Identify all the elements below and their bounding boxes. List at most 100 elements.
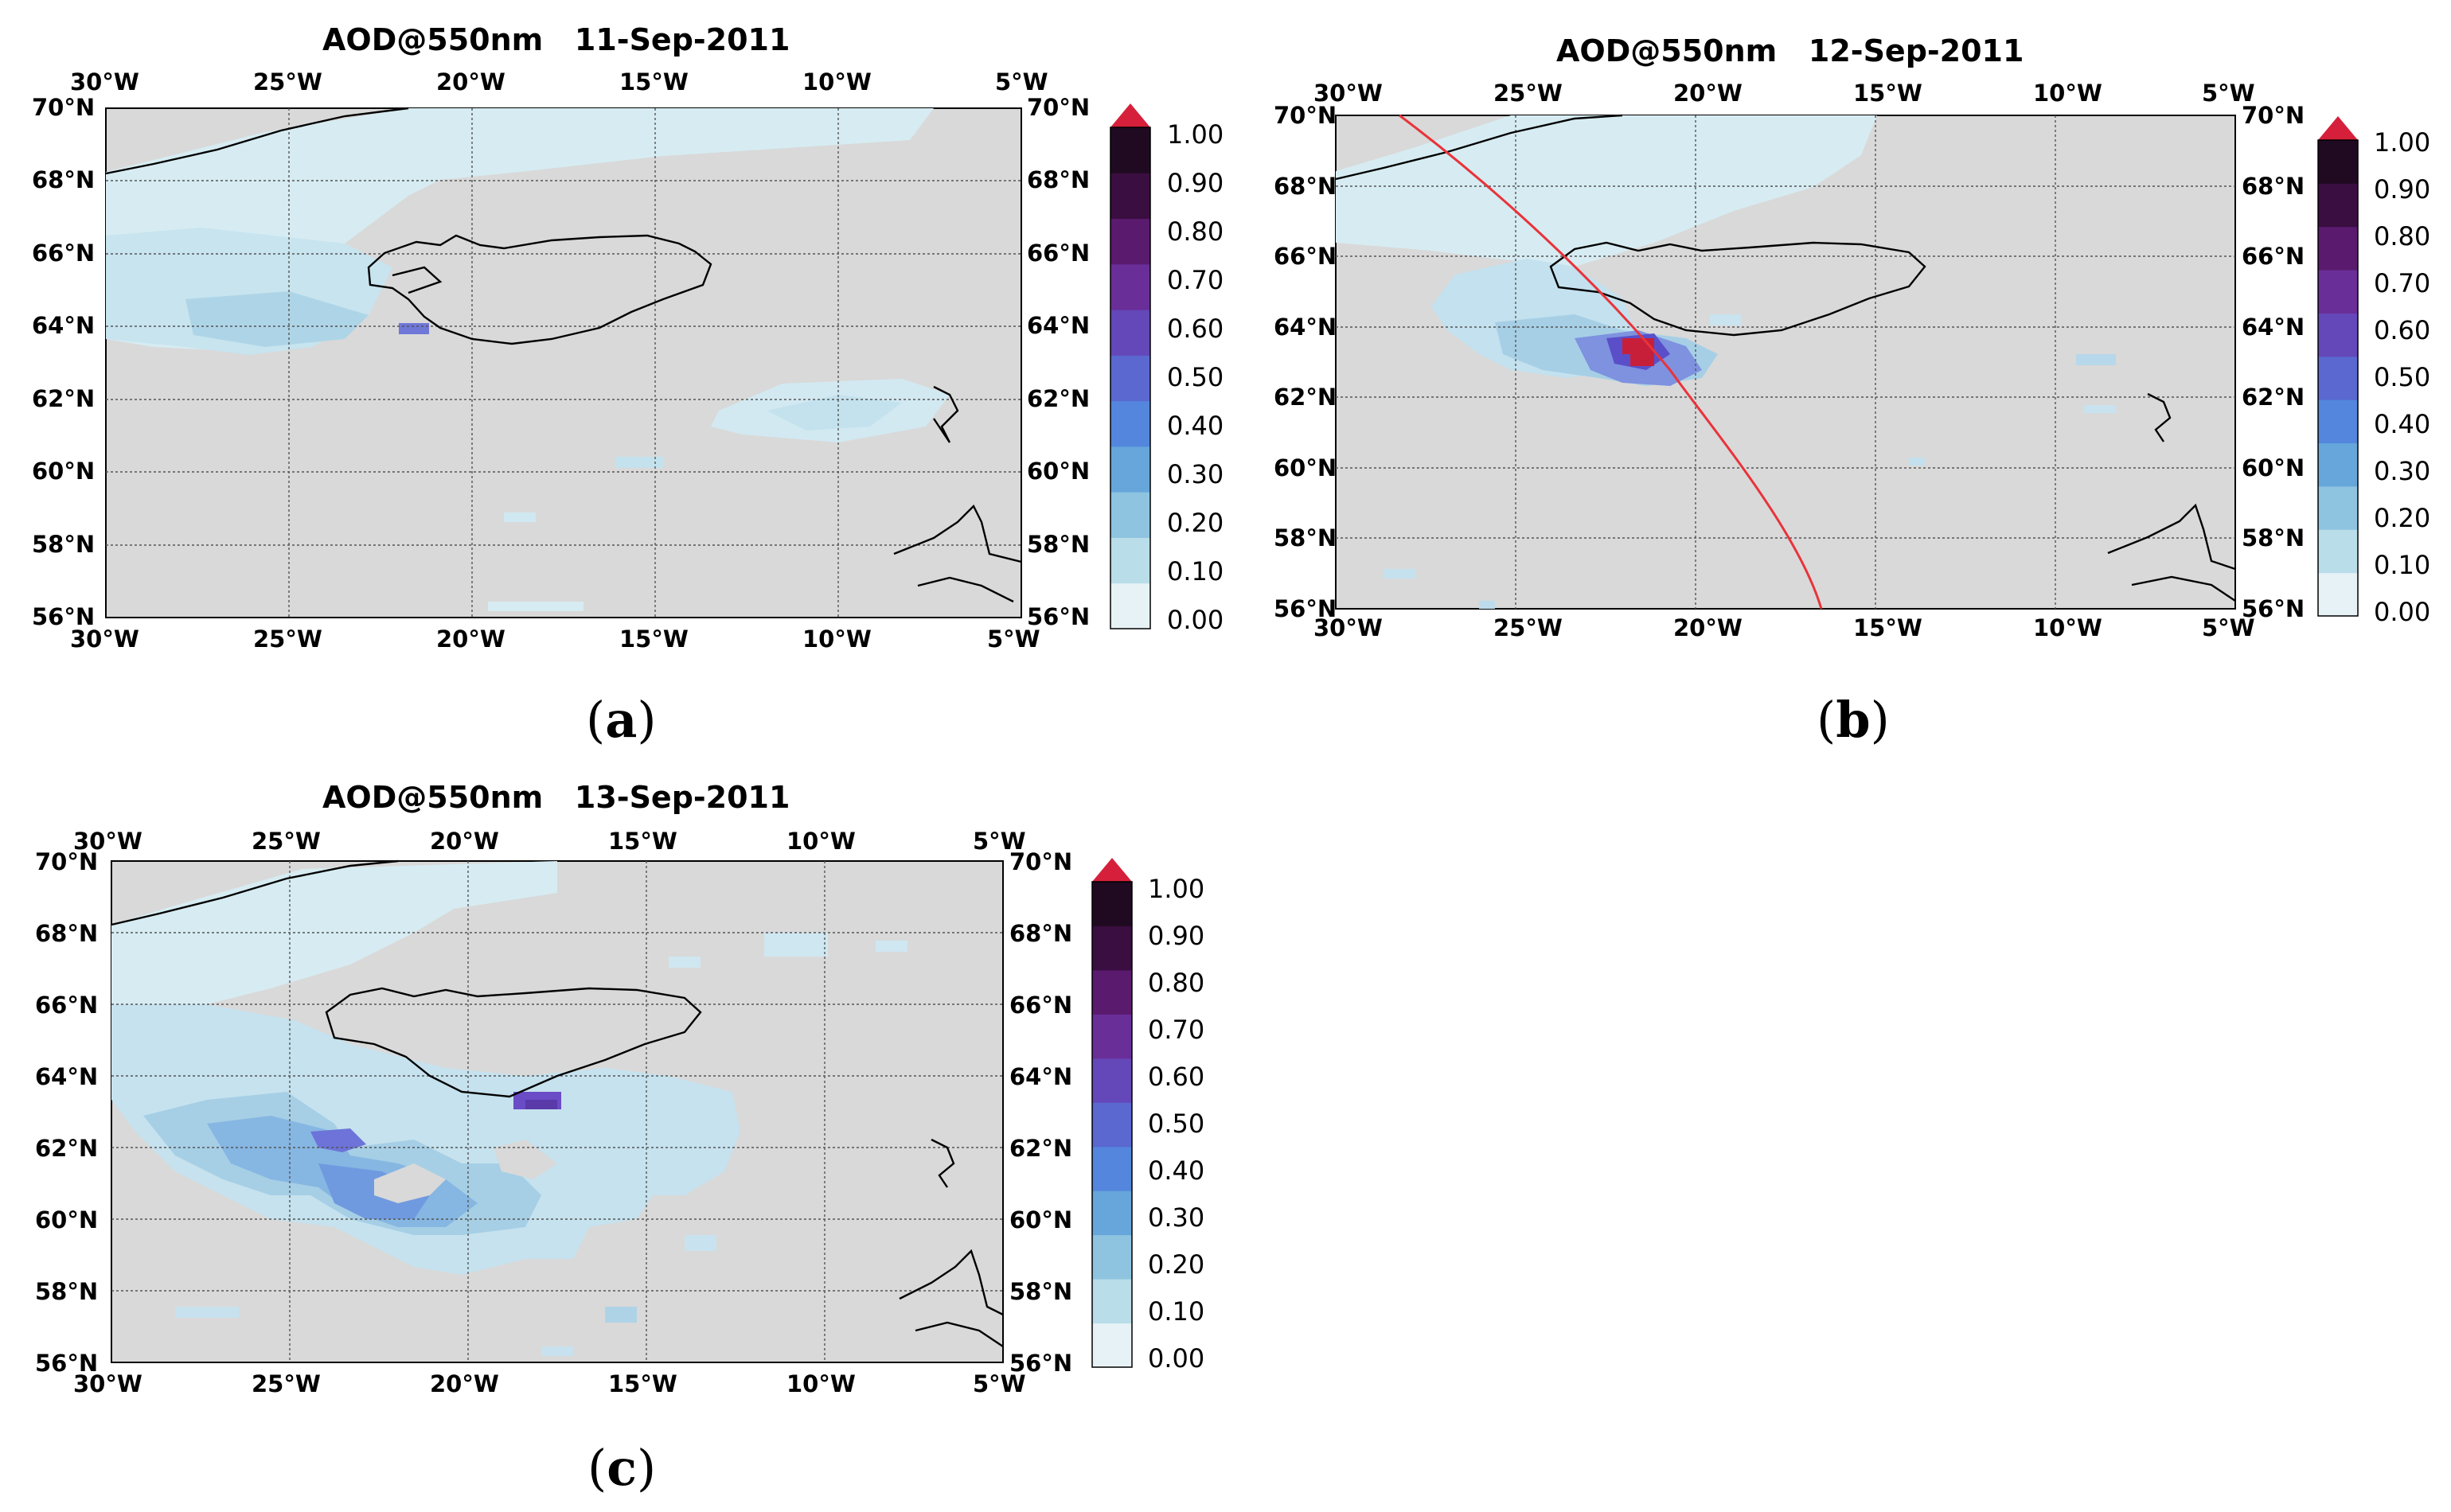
colorbar-band (1092, 926, 1132, 971)
left-lat-label: 70°N (35, 848, 99, 875)
right-lat-label: 56°N (1027, 603, 1091, 630)
left-lat-label: 62°N (1274, 384, 1337, 411)
right-lat-label: 66°N (1009, 992, 1073, 1019)
top-lon-label: 25°W (253, 68, 322, 95)
colorbar-tick: 1.00 (1148, 874, 1205, 904)
colorbar-tick: 0.50 (1148, 1109, 1205, 1139)
top-lon-label: 30°W (70, 68, 139, 95)
colorbar-band (2318, 572, 2358, 617)
right-lat-label: 68°N (1027, 166, 1091, 193)
top-lon-label: 10°W (802, 68, 872, 95)
bottom-lon-label: 10°W (802, 625, 872, 653)
top-lon-label: 25°W (252, 828, 321, 855)
right-lat-label: 60°N (1009, 1206, 1073, 1233)
top-lon-label: 15°W (1853, 80, 1922, 107)
right-lat-label: 64°N (1009, 1063, 1073, 1090)
colorbar-tick: 0.60 (1167, 314, 1224, 344)
left-lat-label: 60°N (32, 458, 96, 485)
bottom-lon-label: 20°W (1673, 614, 1743, 641)
colorbar-extend-triangle (1110, 103, 1150, 127)
right-lat-label: 68°N (2242, 173, 2305, 200)
colorbar-band (1092, 1234, 1132, 1280)
bottom-lon-label: 25°W (252, 1370, 321, 1397)
top-lon-label: 25°W (1493, 80, 1563, 107)
colorbar-band (1092, 1146, 1132, 1191)
right-lat-label: 62°N (2242, 384, 2305, 411)
bottom-lon-label: 5°W (2202, 614, 2255, 641)
colorbar-tick: 0.80 (1148, 968, 1205, 998)
colorbar-band (1092, 1323, 1132, 1368)
colorbar-band (2318, 140, 2358, 184)
map-c (111, 859, 1004, 1363)
panel-title: AOD@550nm 11-Sep-2011 (322, 22, 790, 57)
colorbar-border (2317, 139, 2359, 617)
colorbar-band (2318, 485, 2358, 530)
colorbar-tick: 0.10 (2374, 550, 2431, 580)
left-lat-label: 64°N (1274, 314, 1337, 341)
colorbar-band (2318, 183, 2358, 228)
right-lat-label: 60°N (2242, 454, 2305, 481)
left-lat-label: 68°N (1274, 173, 1337, 200)
caption-letter: b (1836, 691, 1871, 749)
top-lon-label: 10°W (786, 828, 856, 855)
bottom-lon-label: 5°W (973, 1370, 1026, 1397)
left-lat-label: 58°N (1274, 524, 1337, 551)
colorbar (1091, 858, 1133, 1368)
colorbar-tick: 0.90 (1148, 921, 1205, 951)
colorbar-band (2318, 529, 2358, 574)
colorbar-band (1110, 400, 1150, 447)
right-lat-label: 60°N (1027, 458, 1091, 485)
colorbar-band (2318, 270, 2358, 314)
colorbar-tick: 0.40 (1167, 411, 1224, 441)
left-lat-label: 56°N (32, 603, 96, 630)
left-lat-label: 60°N (1274, 454, 1337, 481)
left-lat-label: 62°N (32, 385, 96, 412)
right-lat-label: 64°N (2242, 314, 2305, 341)
bottom-lon-label: 30°W (73, 1370, 142, 1397)
bottom-lon-label: 15°W (619, 625, 689, 653)
colorbar-tick: 0.70 (2374, 268, 2431, 298)
bottom-lon-label: 5°W (987, 625, 1040, 653)
left-lat-label: 68°N (35, 920, 99, 947)
right-lat-label: 62°N (1009, 1135, 1073, 1162)
top-lon-label: 5°W (973, 828, 1026, 855)
colorbar-tick: 0.10 (1148, 1296, 1205, 1327)
colorbar-band (1110, 173, 1150, 220)
colorbar-border (1091, 881, 1133, 1368)
right-lat-label: 70°N (1009, 848, 1073, 875)
colorbar-band (1110, 492, 1150, 538)
colorbar-tick: 0.80 (2374, 221, 2431, 251)
colorbar-tick: 0.30 (1167, 459, 1224, 489)
colorbar-tick: 0.00 (2374, 597, 2431, 627)
top-lon-label: 20°W (1673, 80, 1743, 107)
top-lon-label: 20°W (430, 828, 499, 855)
colorbar-band (2318, 442, 2358, 487)
bottom-lon-label: 25°W (253, 625, 322, 653)
top-lon-label: 30°W (1313, 80, 1383, 107)
left-lat-label: 58°N (32, 531, 96, 558)
colorbar (2317, 116, 2359, 617)
colorbar-extend-triangle (1092, 858, 1132, 882)
colorbar-tick: 0.70 (1167, 265, 1224, 295)
colorbar-tick: 0.50 (1167, 362, 1224, 392)
right-lat-label: 62°N (1027, 385, 1091, 412)
bottom-lon-label: 30°W (70, 625, 139, 653)
right-lat-label: 68°N (1009, 920, 1073, 947)
colorbar-tick: 0.50 (2374, 362, 2431, 392)
colorbar-tick: 0.90 (2374, 174, 2431, 205)
colorbar-band (1110, 310, 1150, 356)
colorbar-band (1110, 263, 1150, 310)
colorbar-tick: 0.40 (2374, 409, 2431, 439)
bottom-lon-label: 20°W (436, 625, 505, 653)
top-lon-label: 10°W (2033, 80, 2102, 107)
left-lat-label: 58°N (35, 1278, 99, 1305)
colorbar-tick: 0.20 (1148, 1249, 1205, 1280)
colorbar-band (1092, 1279, 1132, 1324)
panel-title: AOD@550nm 13-Sep-2011 (322, 780, 790, 815)
colorbar-tick: 0.20 (1167, 508, 1224, 538)
left-lat-label: 56°N (1274, 595, 1337, 622)
caption-letter: a (605, 691, 638, 749)
left-lat-label: 66°N (32, 240, 96, 267)
colorbar-tick: 0.00 (1167, 605, 1224, 635)
right-lat-label: 66°N (1027, 240, 1091, 267)
